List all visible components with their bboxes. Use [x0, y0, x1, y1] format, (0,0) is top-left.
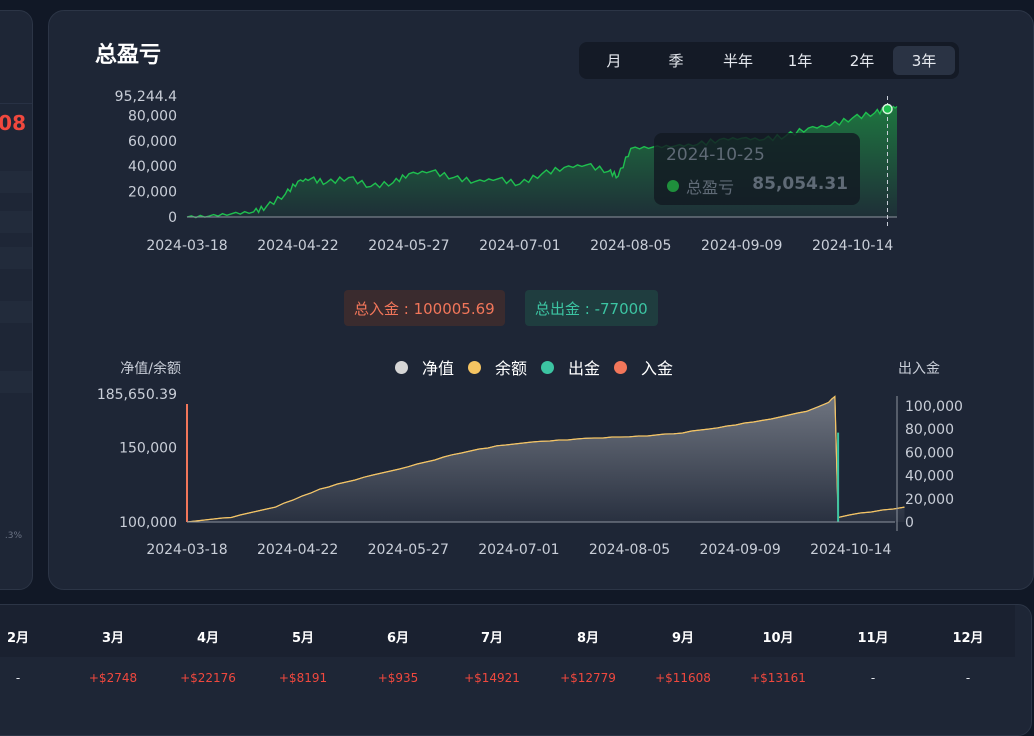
- x-tick-label: 2024-08-05: [590, 238, 671, 254]
- chart-legend: 净值 余额 出金 入金: [395, 355, 673, 379]
- legend-dot: [541, 360, 555, 374]
- month-header: 4月: [196, 631, 220, 646]
- monthly-header-row: [0, 605, 1015, 657]
- legend-label: 余额: [495, 359, 528, 378]
- tooltip-series-label: 总盈亏: [686, 178, 735, 197]
- card-title: 总盈亏: [95, 43, 162, 68]
- x-tick-label: 2024-07-01: [479, 238, 560, 254]
- y-right-tick-label: 0: [905, 515, 914, 531]
- pnl-card: 总盈亏 月 季 半年 1年 2年 3年 95,244.4 80,000 60,000…: [48, 10, 1034, 590]
- left-summary-panel: 08 .3%: [0, 10, 33, 590]
- row-band: [0, 171, 32, 193]
- y-left-tick-label: 185,650.39: [97, 387, 177, 403]
- month-pnl-value: -: [870, 671, 876, 685]
- y-tick-label: 40,000: [128, 159, 177, 175]
- row-band: [0, 247, 32, 269]
- month-pnl-value: +$11608: [655, 671, 711, 685]
- month-header: 10月: [762, 631, 794, 646]
- x-tick-label: 2024-03-18: [146, 238, 227, 254]
- x-tick-label: 2024-08-05: [589, 542, 670, 558]
- legend-item-withdraw[interactable]: 出金: [541, 355, 600, 379]
- tooltip-series-dot: [667, 180, 679, 192]
- tooltip-date: 2024-10-25: [666, 145, 765, 165]
- legend-label: 净值: [422, 359, 455, 378]
- tab-quarter[interactable]: 季: [668, 52, 684, 70]
- x-tick-label: 2024-10-14: [812, 238, 893, 254]
- chart-tooltip: 2024-10-25 总盈亏 85,054.31: [654, 133, 860, 205]
- x-tick-label: 2024-05-27: [368, 238, 449, 254]
- month-pnl-value: +$8191: [278, 671, 328, 685]
- left-panel-value: 08: [0, 111, 26, 135]
- legend-item-deposit[interactable]: 入金: [614, 355, 673, 379]
- month-pnl-value: +$12779: [560, 671, 616, 685]
- left-axis-label: 净值/余额: [120, 360, 181, 377]
- y-right-tick-label: 20,000: [905, 492, 954, 508]
- month-pnl-value: +$13161: [750, 671, 806, 685]
- y-tick-label: 20,000: [128, 185, 177, 201]
- x-tick-label: 2024-09-09: [701, 238, 782, 254]
- y-right-tick-label: 100,000: [905, 399, 963, 415]
- month-header: 7月: [480, 631, 504, 646]
- hover-point: [882, 103, 893, 115]
- balance-line: [186, 395, 905, 523]
- left-panel-percent: .3%: [4, 531, 22, 541]
- month-pnl-value: +$14921: [464, 671, 520, 685]
- month-header: 11月: [857, 631, 889, 646]
- y-right-tick-label: 80,000: [905, 422, 954, 438]
- month-header: 9月: [671, 631, 695, 646]
- month-header: 8月: [576, 631, 600, 646]
- tooltip-value: 85,054.31: [752, 174, 848, 194]
- legend-label: 入金: [641, 359, 674, 378]
- net-value-area: [187, 396, 905, 522]
- month-pnl-value: +$22176: [180, 671, 236, 685]
- month-header: 12月: [952, 631, 984, 646]
- x-tick-label: 2024-03-18: [146, 542, 227, 558]
- total-withdraw-badge: 总出金 : -77000: [525, 290, 658, 326]
- y-left-tick-label: 150,000: [119, 440, 177, 456]
- month-pnl-value: +$935: [377, 671, 419, 685]
- y-right-tick-label: 40,000: [905, 469, 954, 485]
- row-band: [0, 301, 32, 323]
- x-tick-label: 2024-04-22: [257, 542, 338, 558]
- month-pnl-value: -: [965, 671, 971, 685]
- month-pnl-value: +$2748: [88, 671, 138, 685]
- legend-dot: [395, 360, 408, 374]
- x-tick-label: 2024-04-22: [257, 238, 338, 254]
- y-left-tick-label: 100,000: [119, 515, 177, 531]
- x-tick-label: 2024-05-27: [368, 542, 449, 558]
- y-tick-label: 60,000: [128, 134, 177, 150]
- x-tick-label: 2024-10-14: [810, 542, 891, 558]
- legend-label: 出金: [568, 359, 601, 378]
- legend-dot: [614, 360, 628, 374]
- x-tick-label: 2024-09-09: [699, 542, 780, 558]
- right-axis-label: 出入金: [898, 361, 940, 377]
- y-right-tick-label: 60,000: [905, 445, 954, 461]
- y-tick-label: 0: [168, 210, 177, 226]
- legend-dot: [468, 360, 482, 374]
- month-header: 2月: [6, 631, 30, 646]
- y-tick-label: 95,244.4: [115, 89, 177, 105]
- month-header: 6月: [386, 631, 410, 646]
- y-tick-label: 80,000: [128, 108, 177, 124]
- tab-1-year[interactable]: 1年: [787, 52, 813, 70]
- row-band: [0, 211, 32, 233]
- legend-item-net-value[interactable]: 净值: [395, 355, 454, 379]
- row-band: [0, 371, 32, 393]
- tab-3-year[interactable]: 3年: [893, 46, 955, 75]
- tab-2-year[interactable]: 2年: [849, 52, 875, 70]
- divider: [0, 103, 32, 104]
- tab-half-year[interactable]: 半年: [722, 52, 753, 70]
- x-tick-label: 2024-07-01: [478, 542, 559, 558]
- month-header: 5月: [291, 631, 315, 646]
- tab-month[interactable]: 月: [606, 52, 622, 70]
- total-deposit-badge: 总入金 : 100005.69: [344, 290, 505, 326]
- month-header: 3月: [101, 631, 125, 646]
- range-tabs: 月 季 半年 1年 2年 3年: [579, 42, 959, 79]
- legend-item-balance[interactable]: 余额: [468, 355, 527, 379]
- month-pnl-value: -: [15, 671, 21, 685]
- monthly-pnl-table: 2月 - 3月 +$2748 4月 +$22176 5月 +$8191 6月 +$935 7月 +$1…: [0, 604, 1032, 736]
